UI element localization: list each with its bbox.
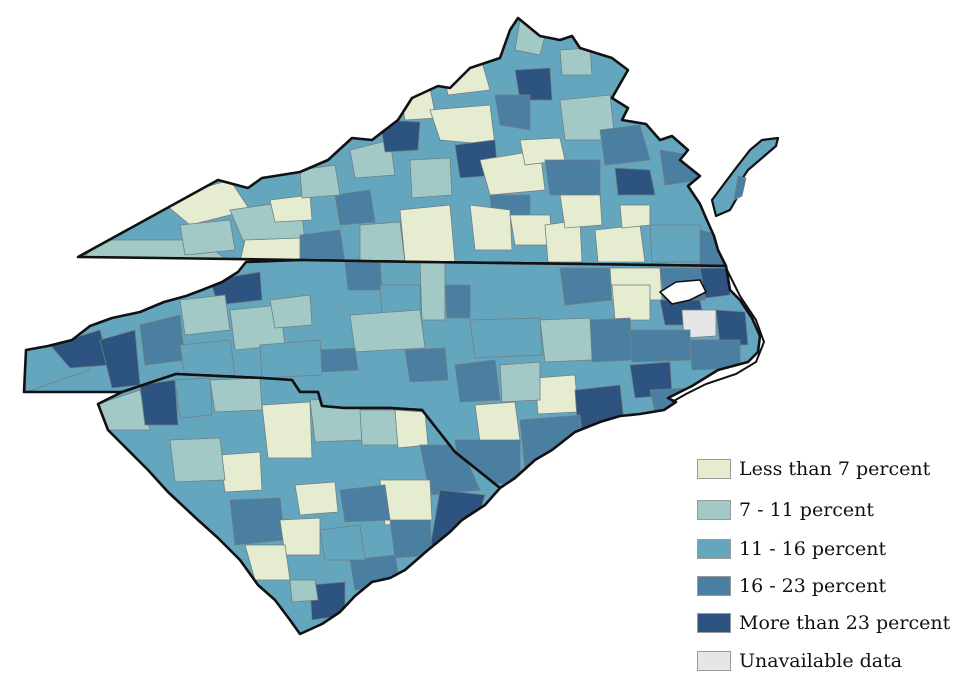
county [349,309,426,353]
legend-item: 11 - 16 percent [697,538,886,560]
county [169,437,226,483]
county [611,284,651,321]
county [534,374,579,415]
legend-swatch [697,500,731,520]
county [179,294,231,336]
county [279,517,321,556]
county-unavailable [681,309,717,339]
county [715,309,749,346]
county [539,317,593,363]
county [179,219,236,256]
county [439,54,491,96]
county [139,379,179,426]
county [469,317,543,359]
county [559,194,603,229]
state-virginia [76,16,728,268]
legend-item: 7 - 11 percent [697,499,874,521]
legend-item: Less than 7 percent [697,458,930,480]
county [409,157,453,199]
county [429,489,486,549]
county [614,167,656,196]
legend-label: 16 - 23 percent [739,575,887,597]
outer-banks [671,267,766,403]
legend-label: Unavailable data [739,650,903,672]
county [629,329,691,363]
county [499,361,541,403]
county [339,484,391,523]
county [514,67,553,101]
legend-swatch [697,651,731,671]
county [444,284,471,319]
county [379,119,421,153]
legend-label: 7 - 11 percent [739,499,875,521]
county [454,359,501,403]
county [319,347,359,373]
county [261,401,313,459]
county [469,204,513,251]
county [404,347,449,383]
county [399,204,456,263]
legend-item: 16 - 23 percent [697,575,886,597]
legend-item: More than 23 percent [697,612,950,634]
county [219,451,263,493]
legend-swatch [697,576,731,596]
county [209,377,263,413]
county [174,377,213,419]
county [589,317,633,363]
legend-label: Less than 7 percent [739,458,931,480]
legend-label: More than 23 percent [739,612,951,634]
county [319,524,366,561]
legend-swatch [697,539,731,559]
county [419,261,446,321]
county [179,339,236,379]
county [399,87,437,121]
county [229,497,286,546]
county [349,139,396,179]
county [394,409,429,449]
county [544,159,601,196]
county [259,339,323,379]
county [289,579,319,603]
county [559,47,593,76]
state-north-carolina [22,258,762,490]
county [344,261,383,291]
county [269,194,313,223]
legend-swatch [697,459,731,479]
county [594,224,646,263]
legend-item: Unavailable data [697,650,902,672]
county [559,267,613,306]
county [519,414,586,471]
county [359,221,406,263]
state-virginia-eastern-shore [710,136,780,218]
county [299,229,346,263]
county [474,401,521,443]
county [514,19,546,56]
state-south-carolina [96,372,502,636]
county [294,481,339,516]
county [619,204,651,229]
county [334,189,376,226]
county [299,164,341,199]
county [599,124,651,166]
county [269,294,313,329]
county [574,384,626,433]
legend-swatch [697,613,731,633]
county [429,104,496,146]
county [494,94,531,131]
legend-label: 11 - 16 percent [739,538,887,560]
